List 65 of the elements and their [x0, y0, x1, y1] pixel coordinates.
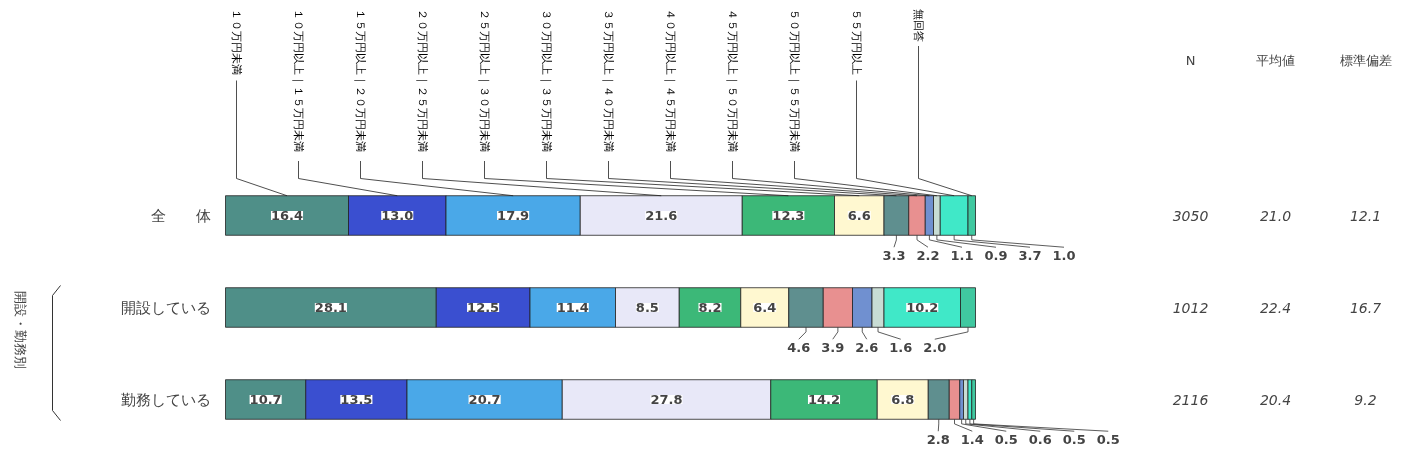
data-label: 0.5 — [1096, 432, 1120, 447]
data-label: 28.1 — [314, 300, 347, 315]
data-label: 8.2 — [698, 300, 722, 315]
data-label: 20.7 — [468, 392, 501, 407]
data-label: 4.6 — [787, 340, 811, 355]
text: ４０万円以上｜４５万円未満 — [664, 8, 677, 152]
data-label: 6.6 — [847, 208, 871, 223]
data-label: 0.9 — [984, 248, 1008, 263]
data-label: 27.8 — [650, 392, 683, 407]
data-label: 0.5 — [994, 432, 1018, 447]
text: ５０万円以上｜５５万円未満 — [788, 8, 801, 152]
text: ３５万円以上｜４０万円未満 — [602, 8, 615, 152]
text: ２０万円以上｜２５万円未満 — [416, 8, 429, 152]
data-label: 14.2 — [807, 392, 841, 407]
data-label: 6.8 — [891, 392, 915, 407]
data-label: 13.0 — [381, 208, 414, 223]
text: ４５万円以上｜５０万円未満 — [726, 8, 739, 152]
text: 3050 — [1172, 207, 1209, 224]
text: 開設・勤務別 — [13, 290, 28, 369]
y-tick-label: 全 体 — [150, 206, 211, 225]
data-label: 2.8 — [926, 432, 950, 447]
text: 22.4 — [1259, 299, 1292, 316]
text: 無回答 — [912, 8, 925, 42]
text: 平均値 — [1256, 53, 1295, 68]
text: １０万円以上｜１５万円未満 — [292, 8, 305, 152]
y-tick-label: 開設している — [120, 298, 211, 317]
data-label: 11.4 — [556, 300, 589, 315]
data-label: 12.3 — [772, 208, 805, 223]
data-label: 10.7 — [249, 392, 282, 407]
data-label: 13.5 — [340, 392, 373, 407]
data-label: 10.2 — [906, 300, 939, 315]
data-label: 2.0 — [923, 340, 947, 355]
data-label: 0.6 — [1028, 432, 1052, 447]
text: 21.0 — [1259, 207, 1292, 224]
bar — [971, 379, 976, 420]
text: １５万円以上｜２０万円未満 — [354, 8, 367, 152]
data-label: 21.6 — [645, 208, 678, 223]
text: N — [1185, 53, 1196, 68]
data-label: 6.4 — [753, 300, 777, 315]
text: ２５万円以上｜３０万円未満 — [478, 8, 491, 152]
data-label: 1.6 — [889, 340, 913, 355]
data-label: 16.4 — [270, 208, 304, 223]
data-label: 3.3 — [882, 248, 906, 263]
text: 9.2 — [1354, 391, 1377, 408]
text: ５５万円以上 — [850, 8, 863, 75]
data-label: 1.4 — [960, 432, 984, 447]
text: 20.4 — [1259, 391, 1292, 408]
data-label: 1.0 — [1052, 248, 1076, 263]
text: 16.7 — [1349, 299, 1382, 316]
text: ３０万円以上｜３５万円未満 — [540, 8, 553, 152]
data-label: 8.5 — [635, 300, 659, 315]
y-tick-label: 勤務している — [120, 390, 211, 409]
text: 12.1 — [1349, 207, 1382, 224]
data-label: 2.6 — [855, 340, 879, 355]
data-label: 3.7 — [1018, 248, 1042, 263]
text: １０万円未満 — [230, 8, 243, 75]
data-label: 3.9 — [821, 340, 845, 355]
data-label: 17.9 — [497, 208, 530, 223]
text: 2116 — [1172, 391, 1209, 408]
text: 1012 — [1172, 299, 1209, 316]
data-label: 2.2 — [916, 248, 940, 263]
text: 標準偏差 — [1339, 53, 1392, 68]
data-label: 0.5 — [1062, 432, 1086, 447]
data-label: 1.1 — [950, 248, 974, 263]
data-label: 12.5 — [467, 300, 500, 315]
